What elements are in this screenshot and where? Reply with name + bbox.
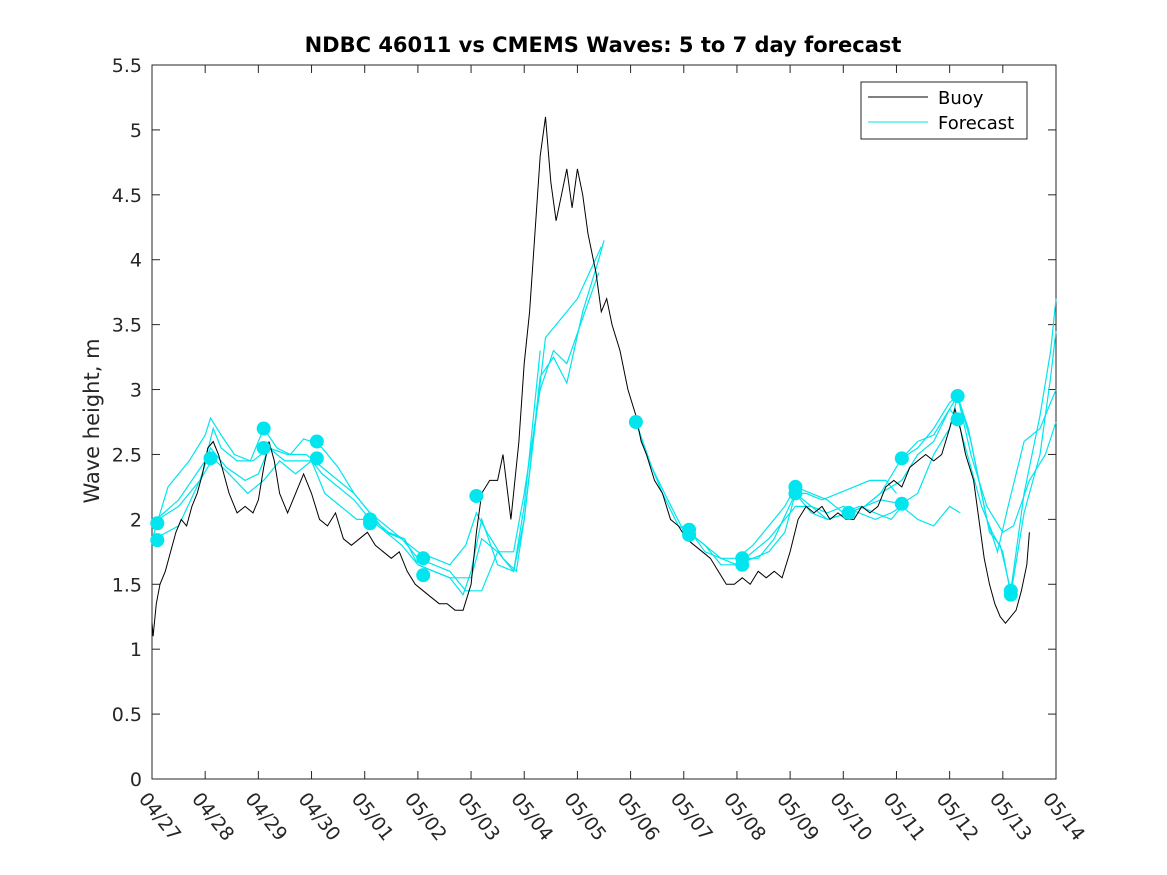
y-tick-label: 1.5 — [112, 574, 142, 596]
forecast-marker — [150, 533, 165, 548]
forecast-marker — [841, 505, 856, 520]
chart-title: NDBC 46011 vs CMEMS Waves: 5 to 7 day fo… — [305, 33, 902, 57]
forecast-line — [901, 331, 1057, 595]
y-tick-label: 4.5 — [112, 185, 142, 207]
y-tick-label: 5 — [130, 120, 142, 142]
y-tick-label: 2 — [130, 509, 142, 531]
forecast-marker — [894, 451, 909, 466]
forecast-marker — [469, 488, 484, 503]
legend-buoy-label: Buoy — [938, 88, 984, 109]
y-tick-label: 1 — [130, 639, 142, 661]
forecast-marker — [950, 389, 965, 404]
forecast-marker — [256, 440, 271, 455]
y-tick-label: 3 — [130, 380, 142, 402]
forecast-marker — [363, 516, 378, 531]
legend-box — [860, 81, 1028, 140]
forecast-marker — [950, 412, 965, 427]
forecast-marker — [416, 568, 431, 583]
forecast-line — [742, 395, 1057, 559]
y-tick-label: 0.5 — [112, 704, 142, 726]
forecast-marker — [309, 434, 324, 449]
forecast-marker — [628, 415, 643, 429]
y-axis-label: Wave height, m — [80, 338, 104, 503]
y-tick-label: 3.5 — [112, 315, 142, 337]
forecast-marker — [309, 451, 324, 466]
forecast-line — [635, 421, 903, 566]
forecast-line — [848, 298, 1057, 591]
forecast-marker — [788, 486, 803, 501]
forecast-marker — [894, 496, 909, 511]
y-tick-label: 2.5 — [112, 444, 142, 466]
legend-forecast-label: Forecast — [938, 113, 1014, 134]
y-tick-label: 5.5 — [112, 55, 142, 77]
y-tick-label: 4 — [130, 250, 142, 272]
forecast-marker — [735, 557, 750, 572]
forecast-marker — [203, 451, 218, 466]
legend: Buoy Forecast — [860, 81, 1028, 140]
forecast-marker — [1003, 587, 1018, 602]
forecast-marker — [256, 421, 271, 436]
forecast-line — [151, 246, 602, 596]
forecast-line — [151, 350, 541, 579]
forecast-marker — [416, 551, 431, 566]
y-tick-label: 0 — [130, 769, 142, 791]
forecast-line — [151, 272, 600, 592]
forecast-marker — [150, 516, 165, 531]
forecast-marker — [682, 527, 697, 542]
